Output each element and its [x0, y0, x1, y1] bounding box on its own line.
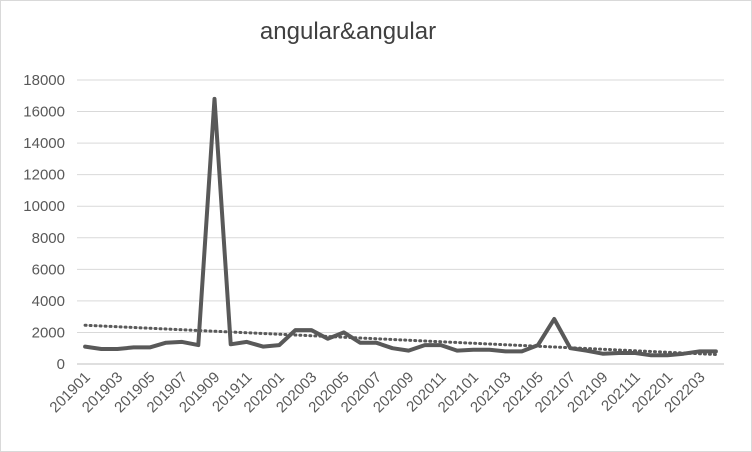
x-axis-ticks: 2019012019032019052019072019092019112020…: [46, 369, 708, 416]
chart-title: angular&angular: [259, 18, 437, 45]
y-tick-label: 6000: [32, 261, 65, 278]
gridlines: [77, 79, 724, 365]
y-tick-label: 0: [57, 356, 65, 373]
y-tick-label: 18000: [23, 72, 65, 89]
y-tick-label: 16000: [23, 104, 65, 121]
y-tick-label: 8000: [32, 230, 65, 247]
y-tick-label: 4000: [32, 293, 65, 310]
y-tick-label: 10000: [23, 198, 65, 215]
y-tick-label: 12000: [23, 167, 65, 184]
y-axis-ticks: 0 2000 4000 6000 8000 10000 12000 14000 16000 180…: [23, 72, 65, 373]
series-line: [83, 96, 718, 358]
series-layer: [83, 96, 718, 358]
trendline: [83, 323, 718, 356]
trendline-layer: [83, 323, 718, 356]
y-tick-label: 2000: [32, 324, 65, 341]
y-tick-label: 14000: [23, 135, 65, 152]
